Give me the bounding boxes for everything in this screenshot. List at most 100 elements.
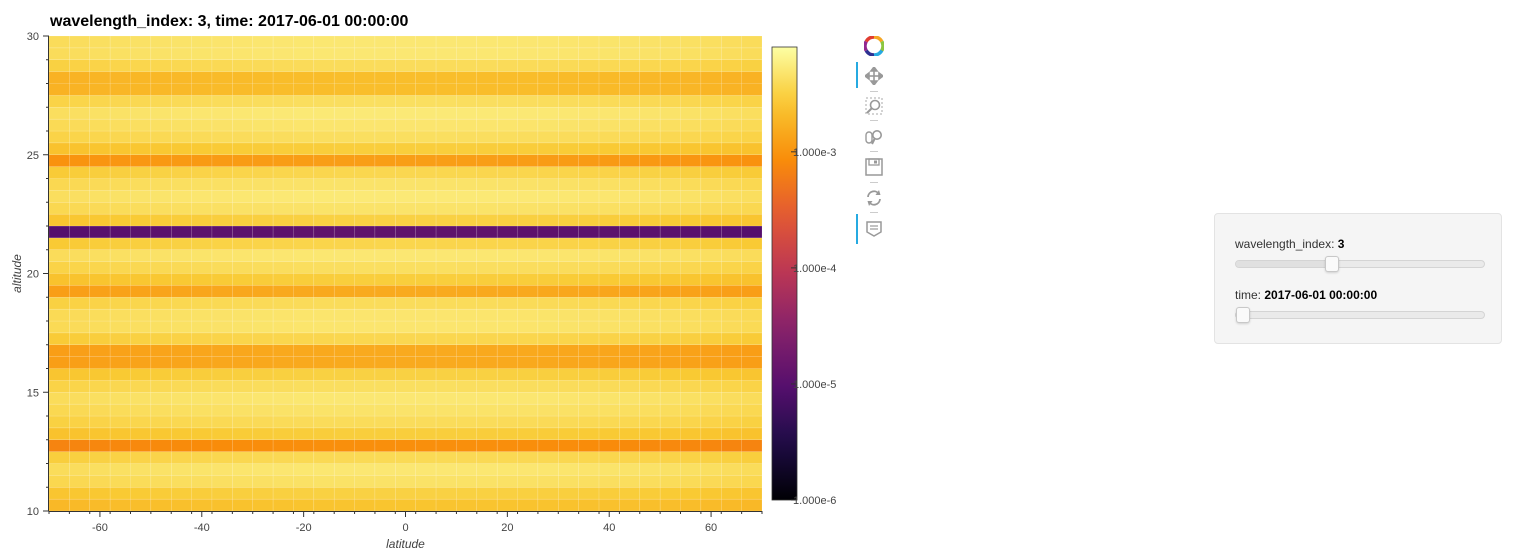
heatmap-cell[interactable]	[476, 332, 498, 345]
heatmap-cell[interactable]	[69, 415, 90, 429]
heatmap-cell[interactable]	[130, 107, 152, 120]
heatmap-cell[interactable]	[354, 487, 376, 500]
heatmap-cell[interactable]	[496, 202, 518, 215]
heatmap-cell[interactable]	[272, 356, 294, 369]
heatmap-cell[interactable]	[537, 273, 559, 286]
heatmap-cell[interactable]	[69, 154, 90, 167]
heatmap-cell[interactable]	[313, 190, 335, 203]
heatmap-cell[interactable]	[700, 59, 722, 72]
heatmap-cell[interactable]	[456, 297, 478, 310]
heatmap-cell[interactable]	[537, 35, 559, 49]
heatmap-cell[interactable]	[578, 308, 600, 322]
heatmap-cell[interactable]	[496, 487, 518, 500]
heatmap-cell[interactable]	[211, 308, 233, 322]
heatmap-cell[interactable]	[700, 71, 722, 84]
heatmap-cell[interactable]	[619, 498, 641, 512]
heatmap-cell[interactable]	[415, 261, 437, 274]
heatmap-cell[interactable]	[476, 130, 498, 144]
heatmap-cell[interactable]	[639, 427, 661, 440]
heatmap-cell[interactable]	[211, 403, 233, 417]
heatmap-cell[interactable]	[313, 356, 335, 369]
heatmap-cell[interactable]	[415, 237, 437, 250]
heatmap-cell[interactable]	[272, 202, 294, 215]
heatmap-cell[interactable]	[150, 392, 172, 405]
heatmap-cell[interactable]	[170, 344, 192, 357]
heatmap-cell[interactable]	[680, 297, 702, 310]
heatmap-cell[interactable]	[89, 249, 111, 262]
heatmap-cell[interactable]	[700, 154, 722, 167]
heatmap-cell[interactable]	[496, 392, 518, 405]
heatmap-cell[interactable]	[232, 415, 253, 429]
heatmap-cell[interactable]	[130, 403, 152, 417]
heatmap-cell[interactable]	[700, 332, 722, 345]
heatmap-cell[interactable]	[721, 83, 742, 96]
heatmap-cell[interactable]	[537, 142, 559, 155]
heatmap-cell[interactable]	[191, 487, 213, 500]
heatmap-cell[interactable]	[333, 356, 355, 369]
heatmap-cell[interactable]	[191, 225, 213, 239]
heatmap-cell[interactable]	[598, 71, 620, 84]
heatmap-cell[interactable]	[109, 83, 131, 96]
heatmap-cell[interactable]	[700, 392, 722, 405]
heatmap-cell[interactable]	[252, 261, 274, 274]
heatmap-cell[interactable]	[395, 308, 416, 322]
heatmap-cell[interactable]	[333, 451, 355, 464]
heatmap-cell[interactable]	[191, 178, 213, 191]
heatmap-cell[interactable]	[211, 83, 233, 96]
heatmap-cell[interactable]	[313, 427, 335, 440]
heatmap-cell[interactable]	[680, 107, 702, 120]
heatmap-cell[interactable]	[374, 142, 396, 155]
heatmap-cell[interactable]	[89, 107, 111, 120]
heatmap-cell[interactable]	[741, 225, 763, 239]
heatmap-cell[interactable]	[476, 107, 498, 120]
heatmap-cell[interactable]	[150, 190, 172, 203]
heatmap-cell[interactable]	[721, 202, 742, 215]
time-slider[interactable]	[1235, 307, 1485, 323]
heatmap-cell[interactable]	[48, 285, 70, 298]
heatmap-cell[interactable]	[191, 59, 213, 72]
heatmap-cell[interactable]	[537, 356, 559, 369]
heatmap-cell[interactable]	[476, 368, 498, 381]
heatmap-cell[interactable]	[680, 344, 702, 357]
heatmap-cell[interactable]	[537, 261, 559, 274]
heatmap-cell[interactable]	[130, 451, 152, 464]
heatmap-cell[interactable]	[293, 178, 315, 191]
heatmap-cell[interactable]	[415, 415, 437, 429]
heatmap-cell[interactable]	[700, 415, 722, 429]
heatmap-cell[interactable]	[313, 308, 335, 322]
heatmap-cell[interactable]	[252, 190, 274, 203]
heatmap-cell[interactable]	[435, 273, 457, 286]
heatmap-cell[interactable]	[109, 166, 131, 179]
heatmap-cell[interactable]	[354, 344, 376, 357]
heatmap-cell[interactable]	[89, 344, 111, 357]
heatmap-cell[interactable]	[741, 154, 763, 167]
heatmap-cell[interactable]	[537, 190, 559, 203]
heatmap-cell[interactable]	[741, 463, 763, 476]
heatmap-cell[interactable]	[558, 415, 579, 429]
heatmap-cell[interactable]	[211, 142, 233, 155]
heatmap-cell[interactable]	[232, 130, 253, 144]
heatmap-cell[interactable]	[191, 130, 213, 144]
heatmap-cell[interactable]	[435, 427, 457, 440]
heatmap-cell[interactable]	[395, 273, 416, 286]
heatmap-cell[interactable]	[293, 154, 315, 167]
heatmap-cell[interactable]	[69, 273, 90, 286]
heatmap-cell[interactable]	[232, 487, 253, 500]
heatmap-cell[interactable]	[456, 415, 478, 429]
heatmap-cell[interactable]	[150, 368, 172, 381]
heatmap-cell[interactable]	[517, 237, 539, 250]
heatmap-cell[interactable]	[272, 237, 294, 250]
heatmap-cell[interactable]	[415, 107, 437, 120]
heatmap-cell[interactable]	[598, 427, 620, 440]
heatmap-cell[interactable]	[619, 249, 641, 262]
heatmap-cell[interactable]	[170, 190, 192, 203]
heatmap-cell[interactable]	[333, 202, 355, 215]
heatmap-cell[interactable]	[598, 107, 620, 120]
heatmap-cell[interactable]	[150, 47, 172, 60]
heatmap-cell[interactable]	[639, 59, 661, 72]
heatmap-cell[interactable]	[700, 118, 722, 132]
heatmap-cell[interactable]	[639, 463, 661, 476]
heatmap-cell[interactable]	[354, 71, 376, 84]
heatmap-cell[interactable]	[293, 308, 315, 322]
heatmap-cell[interactable]	[333, 213, 355, 227]
